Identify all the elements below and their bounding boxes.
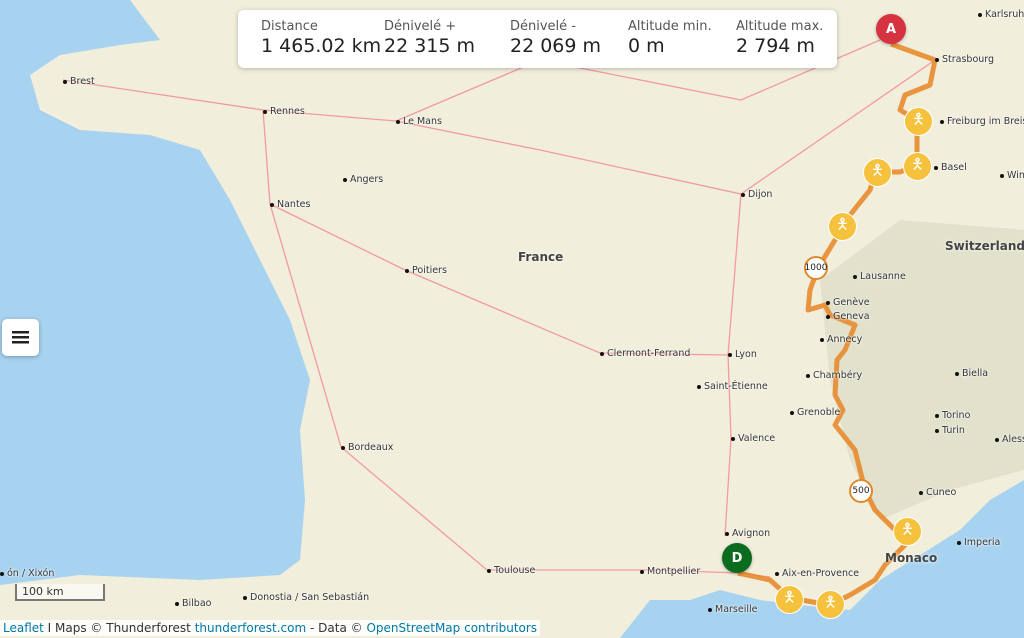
city-label: Lyon <box>728 349 757 360</box>
city-label: Avignon <box>725 528 770 539</box>
poi-marker[interactable]: 🯅 <box>775 585 804 614</box>
city-label: Winterthur <box>1000 170 1024 181</box>
city-label: Rennes <box>263 106 305 117</box>
route-stats-panel: Distance 1 465.02 km Dénivelé +22 315 m D… <box>238 10 837 68</box>
person-with-sign-icon: 🯅 <box>782 588 797 606</box>
person-with-sign-icon: 🯅 <box>823 593 838 611</box>
city-label: Torino <box>935 410 970 421</box>
km-marker-1000[interactable]: 1000 <box>804 256 828 280</box>
city-label: Clermont-Ferrand <box>600 348 690 359</box>
stat-distance: Distance 1 465.02 km <box>261 19 382 57</box>
poi-marker[interactable]: 🯅 <box>828 212 857 241</box>
person-with-sign-icon: 🯅 <box>911 110 926 128</box>
city-label: Toulouse <box>487 565 535 576</box>
city-label: Le Mans <box>396 116 442 127</box>
city-label: Freiburg im Breisg <box>940 116 1024 127</box>
city-label: Annecy <box>820 334 862 345</box>
city-label: Geneva <box>826 311 870 322</box>
poi-marker[interactable]: 🯅 <box>904 107 933 136</box>
poi-marker[interactable]: 🯅 <box>816 590 845 619</box>
stat-elevation-loss: Dénivelé -22 069 m <box>510 19 602 57</box>
person-with-sign-icon: 🯅 <box>910 155 925 173</box>
city-label: Bilbao <box>175 598 211 609</box>
start-marker[interactable]: A <box>876 14 906 44</box>
city-label: Poitiers <box>405 265 447 276</box>
city-label: Valence <box>731 433 775 444</box>
city-label: Biella <box>955 368 988 379</box>
attribution: Leaflet I Maps © Thunderforest thunderfo… <box>0 620 541 636</box>
thunderforest-link[interactable]: thunderforest.com <box>194 621 307 635</box>
city-label: Saint-Étienne <box>697 381 768 392</box>
city-label: Karlsruhe <box>978 9 1024 20</box>
city-label: Donostia / San Sebastián <box>243 592 369 603</box>
city-label: Imperia <box>957 537 1000 548</box>
country-label-switzerland: Switzerland <box>945 239 1024 253</box>
person-with-sign-icon: 🯅 <box>900 520 915 538</box>
stat-elevation-gain: Dénivelé +22 315 m <box>384 19 476 57</box>
city-label: Aix-en-Provence <box>775 568 859 579</box>
city-label: Angers <box>343 174 383 185</box>
hamburger-icon <box>12 331 29 344</box>
poi-marker[interactable]: 🯅 <box>903 152 932 181</box>
poi-marker[interactable]: 🯅 <box>863 158 892 187</box>
city-label: Marseille <box>708 604 757 615</box>
person-with-sign-icon: 🯅 <box>835 215 850 233</box>
city-label: Chambéry <box>806 370 862 381</box>
city-label: ón / Xixón <box>0 568 54 579</box>
city-label: Strasbourg <box>935 54 994 65</box>
scale-bar: 100 km <box>15 584 105 601</box>
stat-altitude-min: Altitude min. 0 m <box>628 19 712 57</box>
city-label: Lausanne <box>853 271 906 282</box>
country-label-france: France <box>518 250 564 264</box>
city-label: Basel <box>934 162 967 173</box>
stat-altitude-max: Altitude max. 2 794 m <box>736 19 824 57</box>
city-label: Cuneo <box>919 487 956 498</box>
city-label: Genève <box>826 297 870 308</box>
city-label: Alessa <box>995 434 1024 445</box>
city-label: Grenoble <box>790 407 840 418</box>
city-label: Brest <box>63 76 95 87</box>
city-label-monaco: Monaco <box>885 551 938 565</box>
mountains <box>820 220 1024 520</box>
city-label: Turin <box>935 425 965 436</box>
city-label: Bordeaux <box>341 442 393 453</box>
poi-marker[interactable]: 🯅 <box>893 517 922 546</box>
km-marker-500[interactable]: 500 <box>849 479 873 503</box>
person-with-sign-icon: 🯅 <box>870 161 885 179</box>
city-label: Dijon <box>741 189 772 200</box>
end-marker[interactable]: D <box>722 543 752 573</box>
osm-link[interactable]: OpenStreetMap contributors <box>366 621 538 635</box>
city-label: Nantes <box>270 199 310 210</box>
menu-button[interactable] <box>2 319 39 356</box>
city-label: Montpellier <box>640 566 700 577</box>
leaflet-link[interactable]: Leaflet <box>3 621 44 635</box>
